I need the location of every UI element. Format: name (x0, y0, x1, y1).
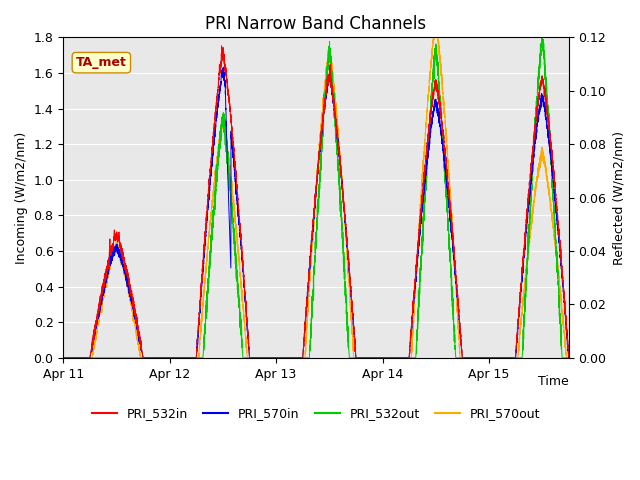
Legend: PRI_532in, PRI_570in, PRI_532out, PRI_570out: PRI_532in, PRI_570in, PRI_532out, PRI_57… (87, 403, 545, 425)
Y-axis label: Incoming (W/m2/nm): Incoming (W/m2/nm) (15, 132, 28, 264)
Y-axis label: Reflected (W/m2/nm): Reflected (W/m2/nm) (612, 131, 625, 264)
Title: PRI Narrow Band Channels: PRI Narrow Band Channels (205, 15, 427, 33)
X-axis label: Time: Time (538, 375, 569, 388)
Text: TA_met: TA_met (76, 56, 127, 69)
